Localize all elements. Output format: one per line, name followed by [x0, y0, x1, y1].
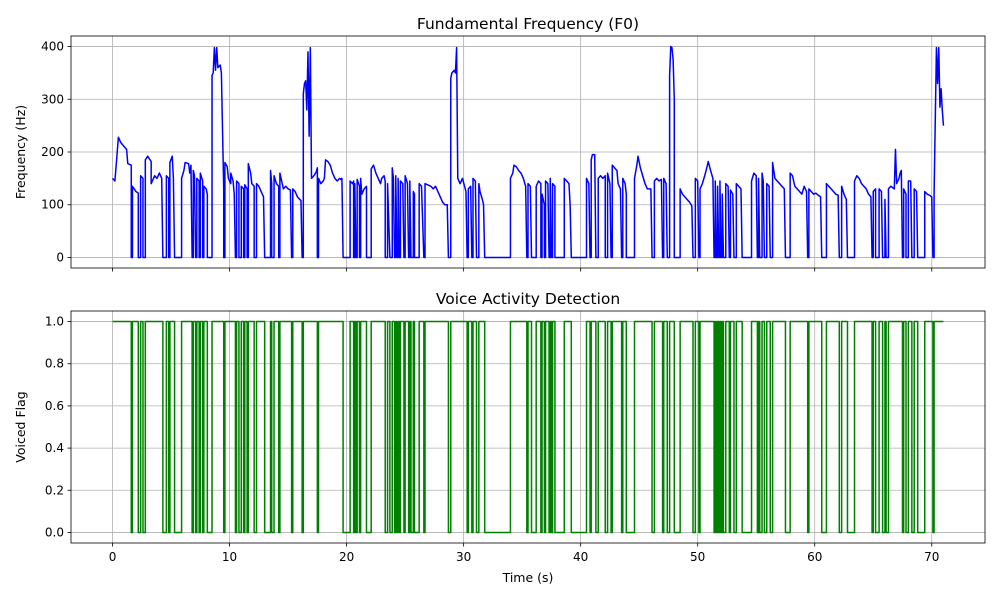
vad-x-tick-label: 10	[222, 550, 237, 564]
f0-y-tick-label: 100	[41, 198, 64, 212]
f0-panel: 0 100 200 300 400 Fundamental Frequency (F0) F…	[13, 15, 986, 272]
vad-chart-title: Voice Activity Detection	[436, 290, 620, 308]
vad-x-tick-label: 40	[573, 550, 588, 564]
vad-x-tick-label: 0	[109, 550, 117, 564]
vad-y-tick-label: 0.0	[45, 525, 64, 539]
f0-chart-title: Fundamental Frequency (F0)	[417, 15, 639, 33]
vad-x-tick-label: 20	[339, 550, 354, 564]
vad-x-tick-label: 70	[924, 550, 939, 564]
vad-plot-frame	[70, 310, 986, 544]
f0-series-line	[111, 45, 945, 259]
vad-y-tick-label: 0.2	[45, 483, 64, 497]
vad-x-tick-label: 30	[456, 550, 471, 564]
vad-panel: 0 10 20 30 40 50 60 70 0.0 0.2 0.4 0.6 0.8 1.0 Voice A…	[13, 290, 986, 585]
f0-y-tick-label: 0	[56, 250, 64, 264]
vad-x-tick-label: 50	[690, 550, 705, 564]
f0-y-tick-label: 200	[41, 145, 64, 159]
vad-series-line	[112, 320, 944, 534]
vad-y-tick-label: 1.0	[45, 315, 64, 329]
vad-x-tick-label: 60	[807, 550, 822, 564]
f0-y-tick-label: 300	[41, 92, 64, 106]
f0-y-tick-label: 400	[41, 40, 64, 54]
vad-y-tick-label: 0.4	[45, 441, 64, 455]
vad-y-axis-label: Voiced Flag	[13, 391, 28, 462]
vad-x-axis-label: Time (s)	[502, 570, 554, 585]
vad-y-tick-label: 0.8	[45, 357, 64, 371]
f0-y-axis-label: Frequency (Hz)	[13, 105, 28, 199]
vad-y-tick-label: 0.6	[45, 399, 64, 413]
